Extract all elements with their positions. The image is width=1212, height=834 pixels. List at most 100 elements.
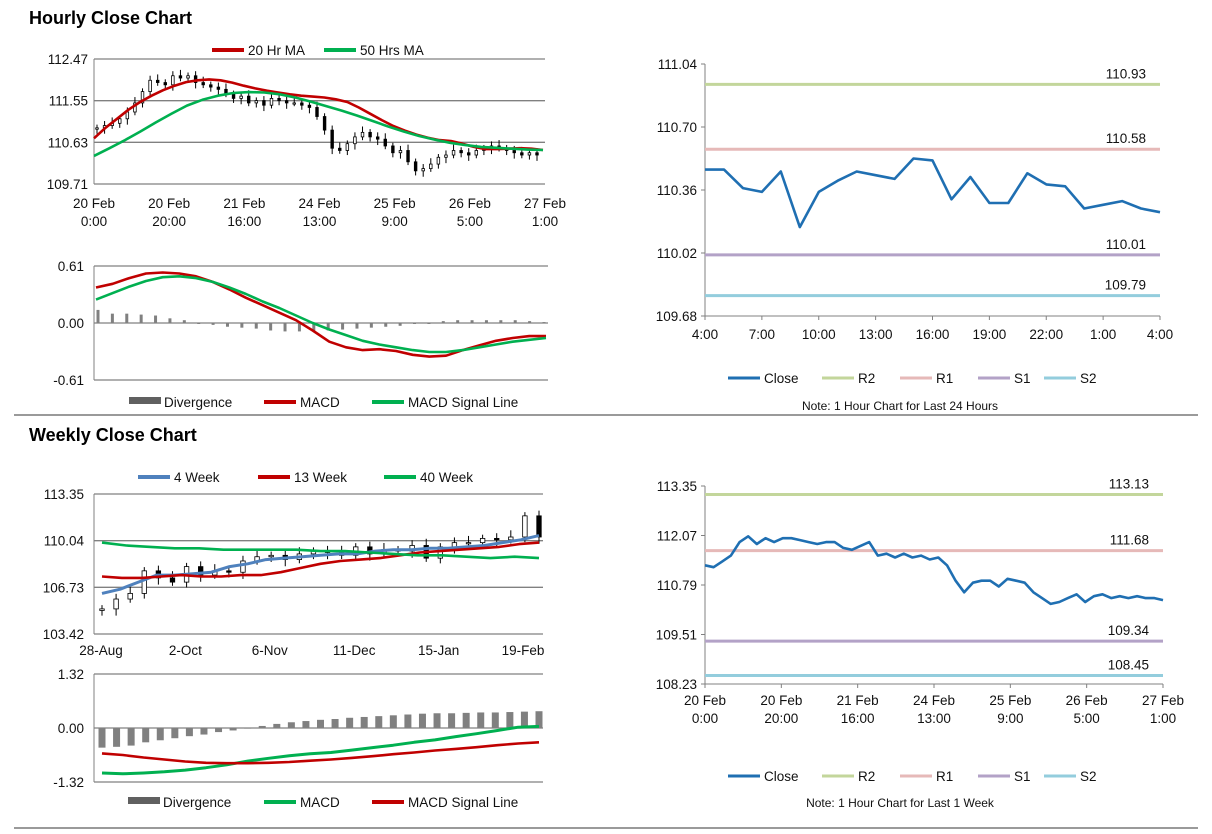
hourly-price-candle [277, 98, 281, 102]
weekly-close-ytick: 113.35 [657, 479, 697, 494]
weekly-price-xtick: 15-Jan [418, 643, 459, 658]
weekly-price-candle [240, 560, 246, 573]
hourly-price-candle [429, 163, 433, 170]
hourly-price-candle [360, 131, 365, 138]
hourly-legend-signal-label: MACD Signal Line [408, 395, 518, 410]
weekly-price-candle [479, 538, 486, 544]
hourly-price-candle [444, 154, 448, 158]
weekly-legend-signal-label: MACD Signal Line [408, 795, 518, 810]
hourly-price-candle [474, 150, 479, 156]
hourly-legend-ma20-label: 20 Hr MA [248, 43, 305, 58]
hourly-price-xtick-time: 13:00 [303, 214, 337, 229]
hourly-price-candle [353, 136, 357, 145]
hourly-signal-line [95, 274, 547, 354]
hourly-divergence-bar [355, 323, 359, 329]
weekly-divergence-bar [506, 712, 514, 728]
hourly-macd-line [95, 271, 546, 358]
hourly-close-chart: 111.04 110.70 110.36 110.02 109.68 4:00 7:00 10… [656, 57, 1173, 413]
hourly-price-candle [284, 100, 289, 104]
hourly-close-legend-s2-label: S2 [1080, 371, 1097, 386]
weekly-close-xtick-time: 5:00 [1074, 711, 1100, 726]
hourly-price-candle [406, 150, 410, 163]
hourly-divergence-bar [269, 323, 273, 331]
hourly-price-candle [535, 152, 539, 156]
hourly-price-candle [322, 116, 327, 131]
hourly-price-candle [391, 145, 395, 154]
weekly-price-xtick: 19-Feb [502, 643, 545, 658]
hourly-divergence-bar [225, 323, 229, 327]
weekly-macd-line [101, 724, 540, 776]
hourly-price-xtick-time: 9:00 [382, 214, 408, 229]
hourly-divergence-bar [341, 323, 345, 330]
weekly-signal-line [101, 741, 540, 765]
hourly-close-legend-r1-label: R1 [936, 371, 953, 386]
weekly-close-ytick: 108.23 [656, 677, 697, 692]
hourly-price-candle [512, 150, 516, 154]
hourly-price-candle [186, 75, 190, 79]
hourly-price-candle [140, 91, 145, 104]
weekly-close-legend-s2-label: S2 [1080, 769, 1097, 784]
hourly-price-candle [300, 102, 304, 106]
weekly-price-ytick: 106.73 [43, 580, 84, 595]
hourly-price-xtick-date: 27 Feb [524, 196, 566, 211]
weekly-divergence-bar [156, 728, 164, 741]
weekly-macd-chart: 1.32 0.00 -1.32 Divergence MACD MACD Signal L… [53, 667, 543, 810]
weekly-price-candle [494, 538, 500, 541]
weekly-divergence-bar [185, 728, 193, 737]
weekly-divergence-bar [346, 717, 354, 728]
weekly-price-xtick: 2-Oct [169, 643, 202, 658]
hourly-close-ytick: 110.36 [657, 183, 697, 198]
hourly-divergence-bar [413, 323, 417, 324]
weekly-price-candle [127, 592, 133, 600]
hourly-divergence-bar [110, 313, 114, 323]
weekly-legend-macd-label: MACD [300, 795, 340, 810]
hourly-price-candle [171, 75, 175, 86]
hourly-close-ytick: 110.70 [657, 120, 697, 135]
hourly-legend-macd-label: MACD [300, 395, 340, 410]
hourly-legend-divergence-swatch [129, 397, 161, 404]
weekly-price-candle [169, 577, 176, 583]
hourly-divergence-bar [427, 323, 431, 324]
hourly-price-candle [436, 156, 441, 165]
weekly-price-candle [465, 542, 472, 545]
hourly-close-xtick: 1:00 [1090, 327, 1116, 342]
hourly-close-level-label-s1: 110.01 [1106, 237, 1146, 252]
hourly-price-candle [368, 131, 372, 138]
hourly-price-candle [269, 98, 274, 106]
hourly-divergence-bar [484, 320, 488, 323]
weekly-legend-divergence-swatch [128, 797, 160, 804]
hourly-price-candle [216, 86, 221, 90]
weekly-divergence-bar [127, 728, 135, 746]
weekly-close-xtick-time: 16:00 [841, 711, 875, 726]
hourly-divergence-bar [369, 323, 373, 328]
hourly-divergence-bar [125, 313, 129, 323]
hourly-legend-ma50-label: 50 Hrs MA [360, 43, 424, 58]
hourly-divergence-bar [326, 323, 330, 331]
weekly-price-xtick: 6-Nov [252, 643, 288, 658]
hourly-divergence-bar [96, 309, 100, 323]
weekly-price-candle [536, 515, 542, 538]
hourly-price-candle [413, 161, 418, 172]
weekly-divergence-bar [331, 719, 339, 728]
hourly-divergence-bar [154, 315, 158, 323]
hourly-price-candle [459, 150, 463, 154]
hourly-price-candle [292, 102, 296, 105]
hourly-price-candle [345, 143, 350, 151]
hourly-macd-ytick: 0.61 [58, 259, 84, 274]
weekly-close-xtick-date: 25 Feb [989, 693, 1031, 708]
hourly-close-level-label-s2: 109.79 [1105, 278, 1146, 293]
hourly-price-candle [262, 100, 266, 106]
hourly-close-xtick: 10:00 [802, 327, 836, 342]
weekly-divergence-bar [229, 728, 237, 731]
weekly-price-xtick: 11-Dec [333, 643, 376, 658]
hourly-price-candle [178, 75, 183, 79]
hourly-divergence-bar [528, 321, 532, 323]
hourly-divergence-bar [441, 321, 445, 323]
weekly-divergence-bar [535, 711, 543, 728]
hourly-close-ytick: 109.68 [656, 309, 697, 324]
hourly-close-level-label-r1: 110.58 [1106, 131, 1146, 146]
hourly-price-candle [254, 100, 259, 104]
hourly-divergence-bar [456, 320, 460, 323]
weekly-divergence-bar [171, 728, 179, 739]
weekly-close-xtick-time: 13:00 [917, 711, 951, 726]
